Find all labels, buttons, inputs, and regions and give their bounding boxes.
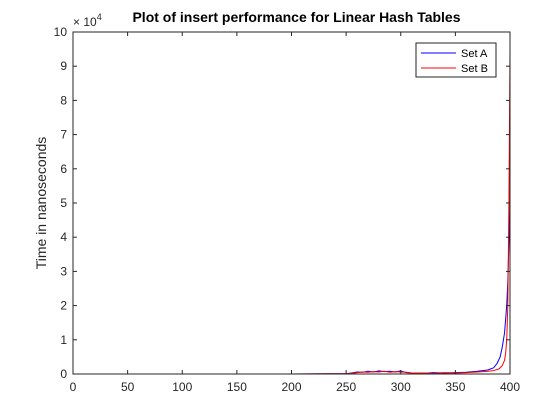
y-tick-label: 0 xyxy=(60,367,67,381)
x-tick-label: 350 xyxy=(445,380,465,394)
y-tick-label: 7 xyxy=(60,128,67,142)
y-tick-label: 1 xyxy=(60,333,67,347)
legend-label-2: Set B xyxy=(461,63,488,75)
axes-layer: 0 50 100 150 200 250 300 350 400 0 1 2 3 4 5 6 7 8 9 10 xyxy=(54,25,521,394)
y-tick-label: 5 xyxy=(60,196,67,210)
x-tick-label: 0 xyxy=(70,380,77,394)
series-layer xyxy=(73,50,511,375)
y-axis-multiplier-exponent: 4 xyxy=(97,12,102,22)
y-tick-label: 4 xyxy=(60,230,67,244)
legend-box xyxy=(415,42,497,78)
y-axis-multiplier: × 104 xyxy=(73,12,102,29)
y-tick-label: 3 xyxy=(60,264,67,278)
y-axis-multiplier-base: × 10 xyxy=(73,15,97,29)
x-tick-label: 200 xyxy=(281,380,301,394)
chart-title: Plot of insert performance for Linear Ha… xyxy=(132,9,460,25)
x-tick-label: 250 xyxy=(336,380,356,394)
y-tick-label: 8 xyxy=(60,93,67,107)
y-tick-label: 9 xyxy=(60,59,67,73)
y-axis-label: Time in nanoseconds xyxy=(33,137,49,270)
y-tick-label: 10 xyxy=(54,25,68,39)
x-tick-label: 100 xyxy=(172,380,192,394)
series-line-2 xyxy=(73,50,511,375)
y-tick-label: 6 xyxy=(60,162,67,176)
x-tick-label: 300 xyxy=(391,380,411,394)
legend: Set A Set B xyxy=(415,42,497,78)
x-tick-label: 50 xyxy=(121,380,135,394)
legend-label-1: Set A xyxy=(461,48,488,60)
x-tick-label: 150 xyxy=(227,380,247,394)
x-tick-label: 400 xyxy=(500,380,520,394)
y-tick-label: 2 xyxy=(60,299,67,313)
plot-area xyxy=(73,32,510,374)
